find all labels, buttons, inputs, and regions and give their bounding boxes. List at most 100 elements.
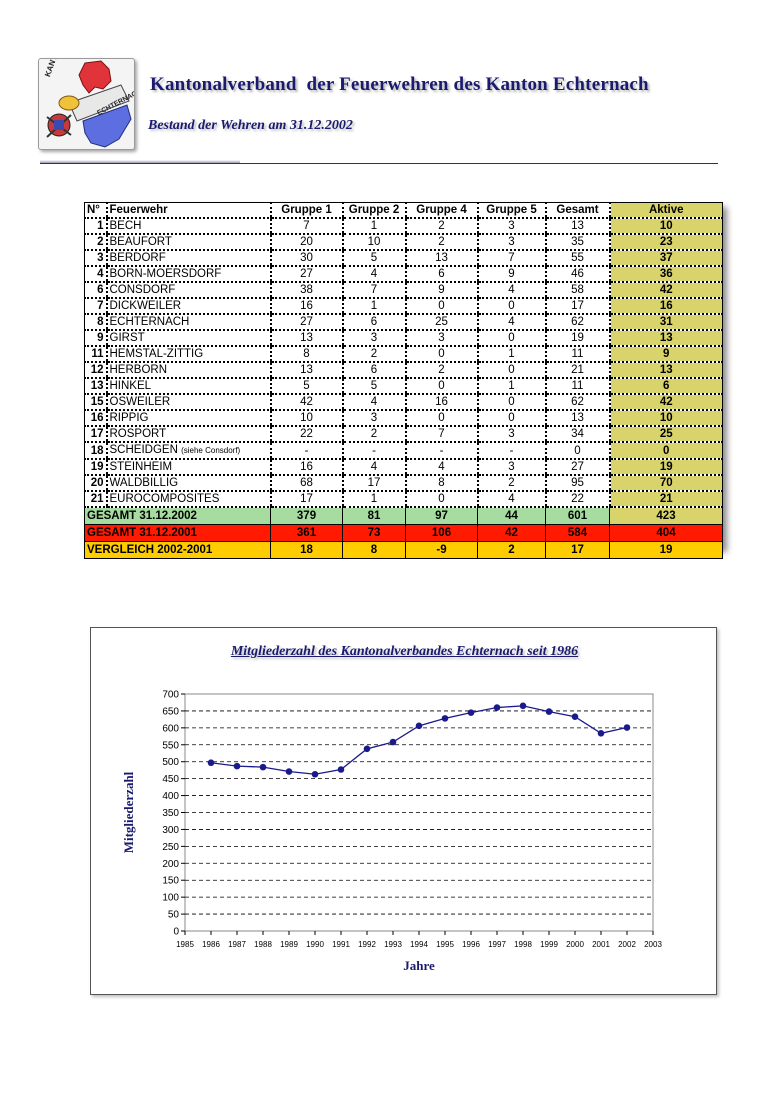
cell-g5: 0 (476, 330, 546, 348)
row-name-text: HEMSTAL-ZITTIG (109, 348, 204, 361)
cell-g4: 4 (404, 459, 478, 477)
y-tick-label: 150 (162, 876, 179, 887)
table-row: 19 STEINHEIM 16 4 4 3 27 19 (84, 459, 723, 477)
cell-g5: 0 (476, 362, 546, 380)
cell-g1: 10 (269, 410, 343, 428)
cell-g4: 3 (404, 330, 478, 348)
row-number: 2 (84, 234, 107, 252)
page-subtitle: Bestand der Wehren am 31.12.2002 (148, 118, 353, 133)
row-number: 12 (84, 362, 107, 380)
y-tick-label: 500 (162, 757, 179, 768)
data-point (441, 715, 449, 722)
cell-g5: 0 (476, 394, 546, 412)
cell-g4: 0 (404, 298, 478, 316)
y-tick-label: 100 (162, 893, 179, 904)
cell-aktive: 23 (608, 234, 723, 252)
table-row: 12 HERBORN 13 6 2 0 21 13 (84, 362, 723, 380)
table-row: 18 SCHEIDGEN (siehe Consdorf) - - - -0 0 (84, 442, 723, 461)
summary-aktive: 404 (609, 524, 723, 542)
col-header-gruppe5: Gruppe 5 (476, 202, 546, 220)
col-header-gesamt: Gesamt (544, 202, 610, 220)
table-header-row: N° Feuerwehr Gruppe 1 Gruppe 2 Gruppe 4 … (84, 202, 723, 220)
data-point (207, 759, 215, 767)
cell-aktive: 36 (608, 266, 723, 284)
row-name: DICKWEILER (105, 298, 271, 316)
x-tick-label: 1987 (228, 940, 246, 949)
x-tick-label: 1997 (488, 940, 506, 949)
table-row: 20 WALDBILLIG 68 17 8 2 95 70 (84, 475, 723, 493)
cell-g4: 8 (404, 475, 478, 493)
cell-g4: 0 (404, 410, 478, 428)
cell-g2: 10 (341, 234, 406, 252)
cell-g2: 1 (341, 218, 406, 236)
summary-label: GESAMT 31.12.2002 (84, 507, 271, 525)
cell-g5: 3 (476, 218, 546, 236)
cell-g5: 3 (476, 459, 546, 477)
cell-g4: 0 (404, 378, 478, 396)
row-name: BECH (105, 218, 271, 236)
summary-g5: 2 (477, 541, 546, 559)
cell-g1: 38 (269, 282, 343, 300)
cell-gesamt: 62 (544, 394, 610, 412)
fire-brigade-table: N° Feuerwehr Gruppe 1 Gruppe 2 Gruppe 4 … (84, 202, 723, 559)
data-point (597, 729, 605, 737)
row-name-text: WALDBILLIG (109, 477, 179, 490)
cell-gesamt: 13 (544, 218, 610, 236)
row-name: BEAUFORT (105, 234, 271, 252)
row-name-text: BECH (109, 220, 142, 233)
y-tick-label: 650 (162, 706, 179, 717)
cell-aktive: 6 (608, 378, 723, 396)
table-row: 15 OSWEILER 42 4 16 0 62 42 (84, 394, 723, 412)
row-number: 9 (84, 330, 107, 348)
row-name-text: STEINHEIM (109, 461, 173, 474)
row-number: 18 (84, 442, 107, 461)
col-header-gruppe1: Gruppe 1 (269, 202, 343, 220)
summary-label: VERGLEICH 2002-2001 (84, 541, 271, 559)
cell-g1: 27 (269, 266, 343, 284)
table-row: 3 BERDORF 30 5 13 7 55 37 (84, 250, 723, 268)
row-number: 13 (84, 378, 107, 396)
x-tick-label: 1989 (280, 940, 298, 949)
data-point (623, 724, 631, 731)
cell-g2: 4 (341, 266, 406, 284)
table-row: 16 RIPPIG 10 3 0 0 13 10 (84, 410, 723, 428)
x-tick-label: 2000 (566, 940, 584, 949)
data-point (233, 762, 241, 770)
row-number: 19 (84, 459, 107, 477)
cell-gesamt: 11 (544, 378, 610, 396)
row-name-text: HINKEL (109, 380, 152, 393)
cell-g2: 5 (341, 250, 406, 268)
table-row: 6 CONSDORF 38 7 9 4 58 42 (84, 282, 723, 300)
row-note: (siehe Consdorf) (181, 446, 241, 456)
summary-gesamt: 584 (545, 524, 610, 542)
summary-g1: 379 (270, 507, 343, 525)
summary-g5: 44 (477, 507, 546, 525)
summary-row: VERGLEICH 2002-2001 18 8 -9 2 17 19 (84, 541, 723, 559)
row-name: BORN-MOERSDORF (105, 266, 271, 284)
cell-aktive: 10 (608, 218, 723, 236)
row-number: 4 (84, 266, 107, 284)
row-name-text: GIRST (109, 332, 145, 345)
data-point (415, 722, 423, 730)
table-row: 17 ROSPORT 22 2 7 3 34 25 (84, 426, 723, 444)
cell-g1: - (269, 442, 343, 461)
cell-g1: 16 (269, 298, 343, 316)
x-tick-label: 1993 (384, 940, 402, 949)
row-name-text: BORN-MOERSDORF (109, 268, 222, 281)
cell-aktive: 21 (608, 491, 723, 509)
cell-g5: 1 (476, 378, 546, 396)
table-row: 8 ECHTERNACH 27 6 25 4 62 31 (84, 314, 723, 332)
cell-gesamt: 46 (544, 266, 610, 284)
cell-g4: 2 (404, 234, 478, 252)
data-point (493, 704, 501, 711)
col-header-gruppe4: Gruppe 4 (404, 202, 478, 220)
row-name: HINKEL (105, 378, 271, 396)
row-name: EUROCOMPOSITES (105, 491, 271, 509)
row-name-text: HERBORN (109, 364, 168, 377)
cell-g1: 5 (269, 378, 343, 396)
row-number: 21 (84, 491, 107, 509)
table-row: 11 HEMSTAL-ZITTIG 8 2 0 1 11 9 (84, 346, 723, 364)
cell-aktive: 10 (608, 410, 723, 428)
header-rule-shadow (40, 160, 240, 163)
cell-g2: 3 (341, 410, 406, 428)
